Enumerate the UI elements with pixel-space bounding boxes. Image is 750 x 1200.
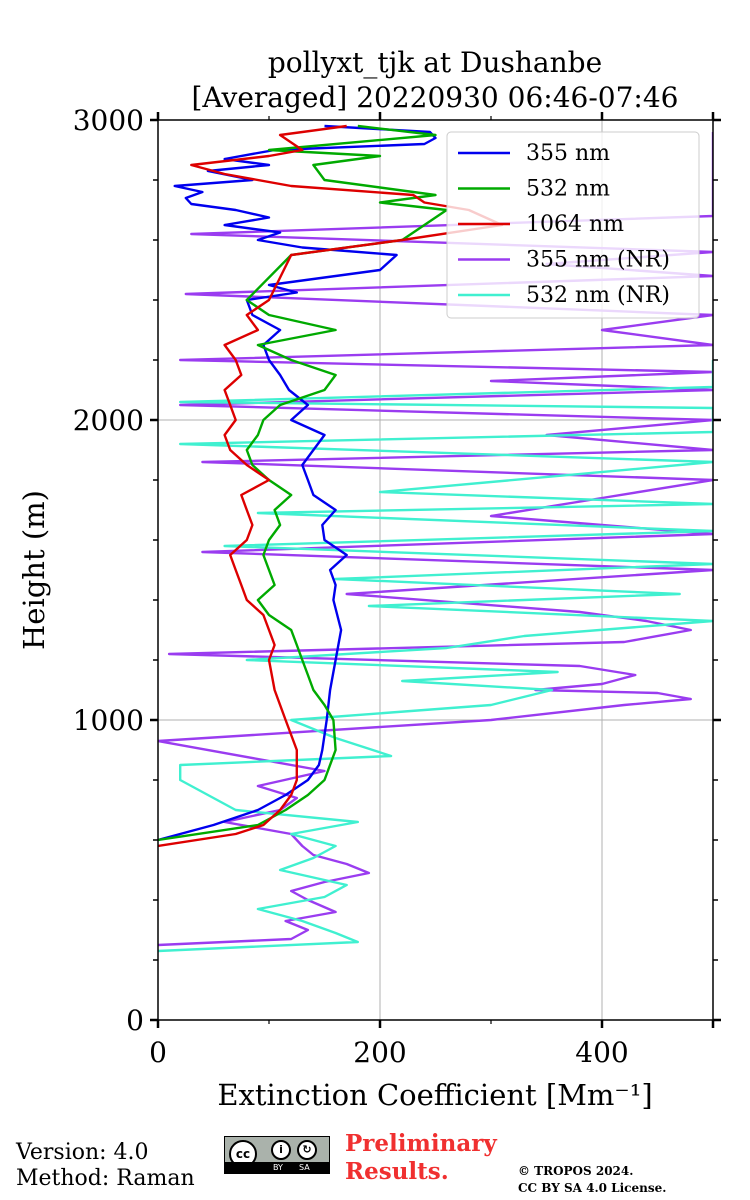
share-alike-icon: ↻ bbox=[297, 1140, 317, 1160]
legend-entry: 355 nm bbox=[526, 141, 610, 166]
y-tick-label: 3000 bbox=[73, 104, 144, 137]
legend-entry: 532 nm bbox=[526, 177, 610, 202]
results-label: Results. bbox=[345, 1158, 449, 1185]
y-tick-label: 2000 bbox=[73, 404, 144, 437]
legend-entry: 355 nm (NR) bbox=[526, 248, 670, 273]
series-line-532-nm bbox=[158, 124, 448, 842]
axis-tick-labels: 0 200 400 0 1000 2000 3000 bbox=[73, 104, 629, 1069]
badge-sa-label: SA bbox=[299, 1163, 310, 1172]
copyright-text: © TROPOS 2024. bbox=[518, 1164, 634, 1178]
version-text: Version: 4.0 bbox=[16, 1140, 149, 1165]
series-line-355-nm bbox=[158, 124, 437, 842]
x-tick-label: 200 bbox=[353, 1036, 406, 1069]
x-axis-label: Extinction Coefficient [Mm⁻¹] bbox=[217, 1078, 652, 1112]
y-axis-label: Height (m) bbox=[17, 490, 51, 650]
extinction-profile-chart: pollyxt_tjk at Dushanbe [Averaged] 20220… bbox=[17, 46, 721, 1112]
x-tick-label: 400 bbox=[575, 1036, 628, 1069]
series-layer bbox=[158, 124, 713, 953]
chart-subtitle: [Averaged] 20220930 06:46-07:46 bbox=[192, 81, 679, 114]
legend-box bbox=[446, 131, 700, 319]
x-tick-label: 0 bbox=[149, 1036, 167, 1069]
y-tick-label: 1000 bbox=[73, 704, 144, 737]
method-text: Method: Raman bbox=[16, 1166, 195, 1191]
series-line-532-nm-nr- bbox=[158, 360, 713, 953]
legend: 355 nm 532 nm 1064 nm 355 nm (NR) 532 nm (NR… bbox=[446, 131, 700, 319]
person-icon: i bbox=[271, 1140, 291, 1160]
license-text: CC BY SA 4.0 License. bbox=[518, 1181, 667, 1195]
legend-entry: 532 nm (NR) bbox=[526, 283, 670, 308]
y-tick-label: 0 bbox=[126, 1004, 144, 1037]
series-line-1064-nm bbox=[158, 124, 504, 848]
cc-license-badge: cc i ↻ BY SA bbox=[224, 1136, 330, 1174]
legend-entry: 1064 nm bbox=[526, 212, 624, 237]
preliminary-label: Preliminary bbox=[345, 1130, 497, 1157]
axis-ticks bbox=[150, 112, 721, 1028]
plot-frame bbox=[157, 119, 714, 1021]
chart-title: pollyxt_tjk at Dushanbe bbox=[268, 46, 602, 79]
badge-by-label: BY bbox=[273, 1163, 283, 1172]
